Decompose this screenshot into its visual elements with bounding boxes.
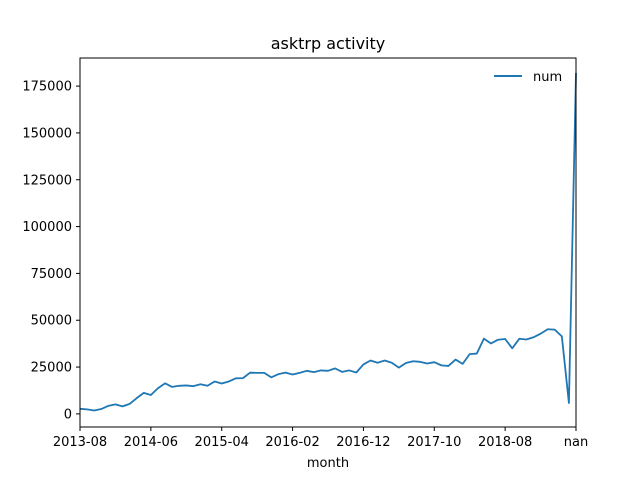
series-line-num (79, 72, 577, 412)
y-tick-label: 100000 (22, 220, 72, 235)
legend-label-num: num (533, 70, 562, 85)
y-tick-label: 75000 (31, 267, 72, 282)
legend: num (494, 70, 562, 85)
x-tick-label: 2016-12 (336, 435, 390, 450)
x-tick-label: 2015-04 (195, 435, 249, 450)
plot-frame (79, 57, 577, 428)
x-tick-label: 2014-06 (124, 435, 178, 450)
chart-title: asktrp activity (271, 34, 385, 53)
plot-area (79, 72, 577, 412)
y-tick-label: 175000 (22, 80, 72, 95)
y-tick-label: 25000 (31, 361, 72, 376)
y-axis: 0 25000 50000 75000 100000 125000 150000 175000 (22, 80, 80, 422)
y-tick-label: 0 (64, 407, 72, 422)
x-tick-label: 2016-02 (265, 435, 319, 450)
y-tick-label: 125000 (22, 173, 72, 188)
x-tick-label: 2013-08 (53, 435, 107, 450)
x-axis-label: month (307, 456, 349, 471)
x-tick-label: 2017-10 (407, 435, 461, 450)
y-tick-label: 150000 (22, 126, 72, 141)
y-tick-label: 50000 (31, 314, 72, 329)
x-tick-label: 2018-08 (478, 435, 532, 450)
x-tick-label: nan (564, 435, 588, 450)
x-axis: 2013-08 2014-06 2015-04 2016-02 2016-12 2017-… (53, 427, 588, 450)
